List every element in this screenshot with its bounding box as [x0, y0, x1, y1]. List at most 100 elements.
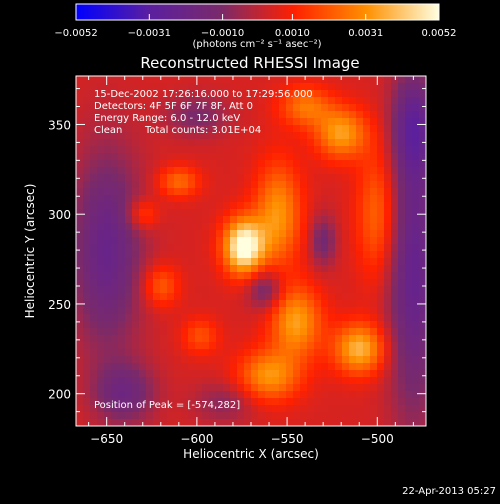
heatmap-cell	[258, 216, 266, 224]
heatmap-cell	[90, 230, 98, 238]
heatmap-cell	[314, 153, 322, 161]
heatmap-cell	[76, 146, 84, 154]
heatmap-cell	[377, 160, 385, 168]
heatmap-cell	[328, 258, 336, 266]
heatmap-cell	[195, 419, 203, 426]
heatmap-cell	[321, 104, 329, 112]
heatmap-cell	[314, 146, 322, 154]
heatmap-cell	[223, 286, 231, 294]
heatmap-cell	[76, 370, 84, 378]
heatmap-cell	[251, 391, 259, 399]
heatmap-cell	[272, 90, 280, 98]
heatmap-cell	[377, 111, 385, 119]
heatmap-cell	[132, 90, 140, 98]
heatmap-cell	[209, 146, 217, 154]
heatmap-cell	[146, 153, 154, 161]
heatmap-cell	[342, 216, 350, 224]
heatmap-cell	[370, 412, 378, 420]
heatmap-cell	[356, 405, 364, 413]
heatmap-cell	[209, 265, 217, 273]
heatmap-cell	[258, 160, 266, 168]
heatmap-cell	[174, 377, 182, 385]
heatmap-cell	[146, 223, 154, 231]
heatmap-cell	[384, 251, 392, 259]
heatmap-cell	[97, 223, 105, 231]
heatmap-cell	[398, 153, 406, 161]
heatmap-cell	[209, 335, 217, 343]
heatmap-cell	[251, 181, 259, 189]
heatmap-cell	[244, 223, 252, 231]
heatmap-cell	[300, 174, 308, 182]
heatmap-cell	[363, 97, 371, 105]
heatmap-cell	[90, 286, 98, 294]
heatmap-cell	[314, 188, 322, 196]
heatmap-cell	[265, 328, 273, 336]
heatmap-cell	[146, 265, 154, 273]
heatmap-cell	[188, 293, 196, 301]
heatmap-cell	[195, 328, 203, 336]
heatmap-cell	[181, 216, 189, 224]
heatmap-cell	[335, 160, 343, 168]
heatmap-cell	[104, 314, 112, 322]
heatmap-cell	[405, 195, 413, 203]
heatmap-cell	[265, 174, 273, 182]
heatmap-cell	[384, 209, 392, 217]
heatmap-cell	[293, 307, 301, 315]
heatmap-cell	[230, 279, 238, 287]
x-tick-label: −500	[361, 432, 394, 446]
heatmap-cell	[384, 244, 392, 252]
heatmap-cell	[328, 314, 336, 322]
heatmap-cell	[125, 160, 133, 168]
heatmap-cell	[167, 391, 175, 399]
heatmap-cell	[398, 111, 406, 119]
heatmap-cell	[125, 118, 133, 126]
heatmap-cell	[244, 258, 252, 266]
heatmap-cell	[244, 111, 252, 119]
heatmap-cell	[349, 356, 357, 364]
heatmap-cell	[405, 174, 413, 182]
heatmap-cell	[181, 314, 189, 322]
heatmap-cell	[104, 167, 112, 175]
heatmap-cell	[279, 118, 287, 126]
heatmap-cell	[146, 412, 154, 420]
heatmap-cell	[111, 370, 119, 378]
heatmap-cell	[146, 125, 154, 133]
heatmap-cell	[405, 125, 413, 133]
heatmap-cell	[104, 125, 112, 133]
heatmap-cell	[370, 370, 378, 378]
heatmap-cell	[377, 153, 385, 161]
heatmap-cell	[83, 181, 91, 189]
heatmap-cell	[398, 230, 406, 238]
heatmap-cell	[293, 405, 301, 413]
heatmap-cell	[293, 356, 301, 364]
heatmap-cell	[265, 181, 273, 189]
heatmap-cell	[223, 209, 231, 217]
heatmap-cell	[391, 321, 399, 329]
heatmap-cell	[83, 167, 91, 175]
heatmap-cell	[258, 328, 266, 336]
heatmap-cell	[391, 76, 399, 84]
heatmap-cell	[76, 167, 84, 175]
heatmap-cell	[307, 419, 315, 426]
heatmap-cell	[314, 398, 322, 406]
heatmap-cell	[118, 76, 126, 84]
heatmap-cell	[405, 251, 413, 259]
heatmap-cell	[398, 272, 406, 280]
heatmap-cell	[111, 419, 119, 426]
heatmap-cell	[174, 125, 182, 133]
heatmap-cell	[321, 384, 329, 392]
heatmap-cell	[377, 104, 385, 112]
heatmap-cell	[321, 391, 329, 399]
heatmap-cell	[209, 216, 217, 224]
heatmap-cell	[419, 83, 426, 91]
heatmap-cell	[146, 237, 154, 245]
heatmap-cell	[83, 230, 91, 238]
heatmap-cell	[328, 377, 336, 385]
heatmap-cell	[307, 391, 315, 399]
heatmap-cell	[251, 188, 259, 196]
heatmap-cell	[363, 167, 371, 175]
heatmap-cell	[398, 202, 406, 210]
heatmap-cell	[377, 76, 385, 84]
heatmap-cell	[356, 251, 364, 259]
heatmap-cell	[391, 146, 399, 154]
